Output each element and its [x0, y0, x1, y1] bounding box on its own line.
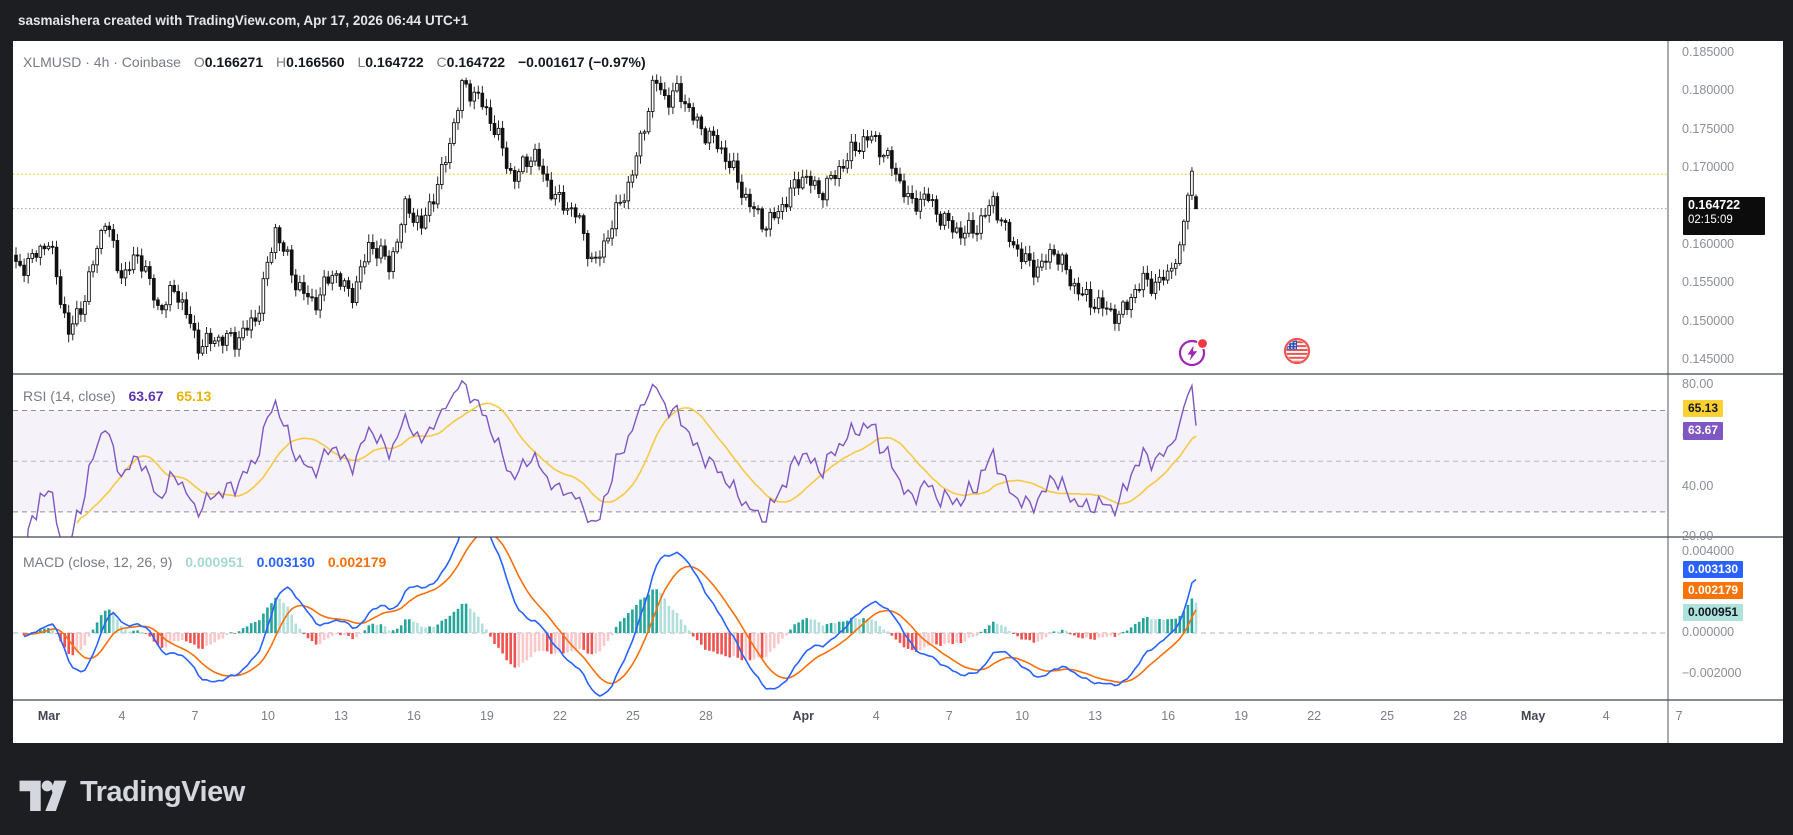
price-axis-label: 0.170000: [1682, 160, 1735, 175]
time-axis-label: 13: [1088, 709, 1103, 723]
macd-signal-line: [24, 537, 1197, 685]
rsi-title: RSI (14, close): [23, 388, 116, 404]
last-price-value: 0.164722: [1688, 198, 1741, 212]
time-axis-label: 4: [118, 709, 126, 723]
attribution-bar: sasmaishera created with TradingView.com…: [0, 0, 1793, 41]
macd-signal-value: 0.002179: [327, 554, 387, 570]
low-value: 0.164722: [365, 54, 424, 70]
symbol-title: XLMUSD · 4h · Coinbase: [23, 54, 181, 70]
rsi-ma-badge: 65.13: [1683, 400, 1724, 417]
open-value: 0.166271: [204, 54, 264, 70]
tradingview-logo[interactable]: TradingView: [18, 766, 245, 818]
time-axis-label: 10: [1015, 709, 1030, 723]
rsi-axis-label: 80.00: [1682, 377, 1714, 392]
time-axis-label: 4: [1602, 709, 1610, 723]
time-axis-label: 7: [945, 709, 953, 723]
rsi-main-value: 63.67: [128, 388, 164, 404]
macd-line-value: 0.003130: [256, 554, 315, 570]
price-axis-label: 0.155000: [1682, 275, 1735, 290]
time-axis-label: 13: [334, 709, 348, 723]
rsi-legend: RSI (14, close) 63.67 65.13: [23, 388, 211, 404]
macd-hist-value: 0.000951: [185, 554, 244, 570]
time-axis-label: 7: [191, 709, 199, 723]
lightning-events-icon[interactable]: [1177, 336, 1209, 368]
time-axis-label: 7: [1675, 709, 1683, 723]
candles: [14, 74, 1198, 360]
price-axis-label: 0.175000: [1682, 121, 1735, 136]
macd-legend: MACD (close, 12, 26, 9) 0.000951 0.00313…: [23, 554, 386, 570]
time-axis-label: 22: [552, 709, 567, 723]
high-value: 0.166560: [286, 54, 345, 70]
attribution-text: sasmaishera created with TradingView.com…: [18, 13, 469, 28]
rsi-ma-line: [76, 402, 1197, 524]
time-axis-label: 19: [479, 709, 494, 723]
macd-axis-label: 0.004000: [1682, 544, 1735, 558]
rsi-ma-value: 65.13: [176, 388, 212, 404]
symbol-legend: XLMUSD · 4h · Coinbase O0.166271 H0.1665…: [23, 54, 646, 70]
macd-line-badge: 0.003130: [1683, 561, 1744, 578]
rsi-axis-label: 20.00: [1682, 529, 1714, 544]
rsi-pane: [13, 379, 1668, 537]
time-axis-label: 25: [1380, 709, 1395, 723]
time-axis-month-label: Mar: [37, 709, 61, 723]
time-axis-month-label: May: [1520, 709, 1546, 723]
macd-pane: [13, 537, 1668, 698]
open-label: O: [193, 54, 205, 70]
macd-title: MACD (close, 12, 26, 9): [23, 554, 173, 570]
price-axis-label: 0.185000: [1682, 45, 1735, 59]
chart-area[interactable]: XLMUSD · 4h · Coinbase O0.166271 H0.1665…: [13, 41, 1783, 743]
rsi-line: [26, 379, 1197, 537]
price-axis-label: 0.145000: [1682, 352, 1735, 366]
low-label: L: [357, 54, 366, 70]
price-axis-label: 0.160000: [1682, 236, 1735, 251]
time-axis-month-label: Apr: [792, 709, 814, 723]
close-label: C: [436, 54, 447, 70]
last-price-badge: 0.164722 02:15:09: [1683, 197, 1765, 235]
time-axis-label: 28: [698, 709, 713, 723]
bar-countdown: 02:15:09: [1688, 214, 1733, 226]
time-axis-label: 28: [1453, 709, 1468, 723]
time-axis-label: 22: [1307, 709, 1322, 723]
macd-signal-badge: 0.002179: [1683, 582, 1744, 599]
macd-axis-label: 0.000000: [1682, 625, 1735, 639]
high-label: H: [276, 54, 287, 70]
time-axis-label: 16: [1161, 709, 1176, 723]
price-axis-label: 0.150000: [1682, 313, 1735, 328]
time-axis-label: 10: [261, 709, 275, 723]
tradingview-logo-mark: [19, 780, 67, 811]
macd-axis-label: −0.002000: [1682, 665, 1742, 680]
rsi-value-badge: 63.67: [1683, 422, 1724, 440]
rsi-axis-label: 40.00: [1682, 478, 1714, 493]
macd-hist-badge: 0.000951: [1683, 604, 1744, 621]
close-value: 0.164722: [446, 54, 506, 70]
change-value: −0.001617 (−0.97%): [517, 54, 646, 70]
time-axis-label: 19: [1234, 709, 1249, 723]
macd-histogram: [22, 589, 1198, 668]
time-axis-label: 25: [625, 709, 640, 723]
price-axis-label: 0.180000: [1682, 83, 1735, 98]
time-axis-label: 16: [406, 709, 421, 723]
us-flag-icon[interactable]: [1281, 335, 1313, 367]
time-axis-label: 4: [872, 709, 880, 723]
macd-line: [23, 537, 1197, 698]
tradingview-logo-text: TradingView: [80, 775, 245, 808]
chart-canvas[interactable]: [13, 41, 1783, 743]
